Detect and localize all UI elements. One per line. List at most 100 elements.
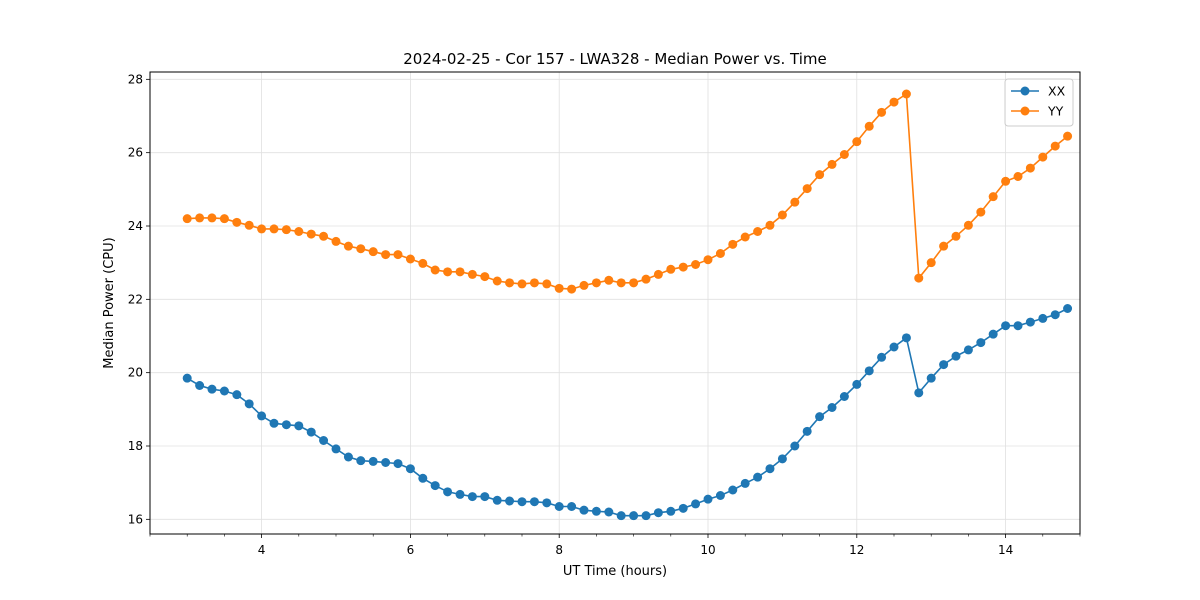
data-point-xx [542, 498, 552, 508]
data-point-yy [889, 97, 899, 107]
data-point-xx [1025, 317, 1035, 327]
data-point-xx [988, 329, 998, 339]
grid [150, 72, 1080, 534]
legend-marker-yy [1020, 106, 1030, 116]
data-point-yy [963, 220, 973, 230]
data-point-xx [976, 338, 986, 348]
data-point-yy [492, 276, 502, 286]
data-point-yy [405, 254, 415, 264]
plot-frame [149, 71, 1081, 535]
data-point-xx [579, 505, 589, 515]
data-point-xx [381, 458, 391, 467]
data-point-yy [641, 274, 651, 284]
data-point-xx [901, 333, 911, 343]
data-point-yy [765, 220, 775, 230]
data-point-yy [554, 283, 564, 293]
data-point-yy [257, 224, 267, 234]
data-point-yy [591, 278, 601, 288]
data-point-yy [1025, 163, 1035, 173]
data-point-xx [616, 511, 626, 521]
data-point-yy [579, 280, 589, 290]
y-axis: 16 18 20 22 24 26 28 [128, 72, 150, 526]
data-point-yy [951, 231, 961, 241]
data-point-yy [393, 250, 403, 260]
data-point-xx [666, 506, 676, 516]
data-point-yy [616, 278, 626, 288]
data-point-xx [467, 492, 477, 502]
data-point-yy [517, 279, 527, 289]
data-point-yy [269, 224, 279, 234]
data-point-yy [604, 275, 614, 285]
data-point-yy [877, 107, 887, 117]
data-point-xx [914, 388, 924, 398]
data-point-xx [678, 503, 688, 513]
legend: XX YY [1004, 78, 1074, 127]
plot-series [182, 89, 1073, 521]
data-point-yy [182, 214, 192, 224]
y-tick-label: 24 [128, 219, 143, 233]
data-point-yy [629, 278, 639, 288]
data-point-yy [567, 284, 577, 294]
data-point-yy [294, 227, 304, 236]
data-point-xx [195, 381, 205, 390]
data-point-yy [753, 227, 763, 236]
data-point-yy [976, 207, 986, 217]
y-tick-label: 28 [128, 72, 143, 86]
data-point-xx [790, 441, 800, 451]
data-point-xx [480, 492, 490, 502]
data-point-xx [1038, 313, 1048, 323]
data-point-xx [653, 508, 663, 518]
data-point-yy [666, 264, 676, 274]
data-point-yy [281, 225, 291, 235]
data-point-xx [1063, 304, 1073, 313]
y-tick-label: 16 [128, 512, 143, 526]
data-point-yy [864, 121, 874, 131]
data-point-xx [1001, 321, 1011, 331]
data-point-xx [331, 444, 341, 454]
data-point-yy [219, 214, 229, 224]
data-point-xx [963, 345, 973, 355]
data-point-yy [728, 239, 738, 249]
data-point-xx [356, 456, 366, 466]
data-point-xx [691, 499, 701, 509]
x-tick-label: 14 [998, 543, 1013, 557]
data-point-yy [418, 258, 428, 268]
data-point-xx [827, 403, 837, 412]
data-point-yy [790, 197, 800, 207]
data-point-xx [343, 452, 353, 462]
data-point-yy [901, 89, 911, 99]
data-point-xx [889, 342, 899, 352]
data-point-yy [319, 231, 329, 241]
y-tick-label: 20 [128, 366, 143, 380]
data-point-xx [492, 495, 502, 505]
data-point-xx [926, 373, 936, 383]
data-point-yy [703, 255, 713, 265]
data-point-xx [430, 481, 440, 491]
data-point-yy [467, 269, 477, 279]
y-axis-label: Median Power (CPU) [102, 237, 117, 368]
data-point-yy [777, 210, 787, 220]
x-tick-label: 12 [849, 543, 864, 557]
data-point-yy [914, 273, 924, 283]
x-tick-label: 4 [258, 543, 266, 557]
x-tick-label: 8 [555, 543, 563, 557]
data-point-yy [802, 184, 812, 194]
data-point-yy [653, 269, 663, 279]
data-point-xx [591, 506, 601, 516]
data-point-xx [244, 399, 254, 409]
data-point-xx [443, 487, 453, 497]
y-tick-label: 26 [128, 146, 143, 160]
data-point-xx [777, 454, 787, 464]
data-point-xx [802, 426, 812, 436]
data-point-yy [505, 278, 515, 288]
data-point-xx [1013, 321, 1023, 331]
data-point-yy [207, 213, 217, 223]
data-point-yy [480, 272, 490, 282]
data-point-yy [740, 232, 750, 242]
data-point-xx [281, 420, 291, 430]
data-point-xx [629, 511, 639, 521]
data-point-yy [306, 229, 316, 239]
data-point-yy [430, 265, 440, 275]
x-axis: 4 6 8 10 12 14 [149, 534, 1081, 557]
